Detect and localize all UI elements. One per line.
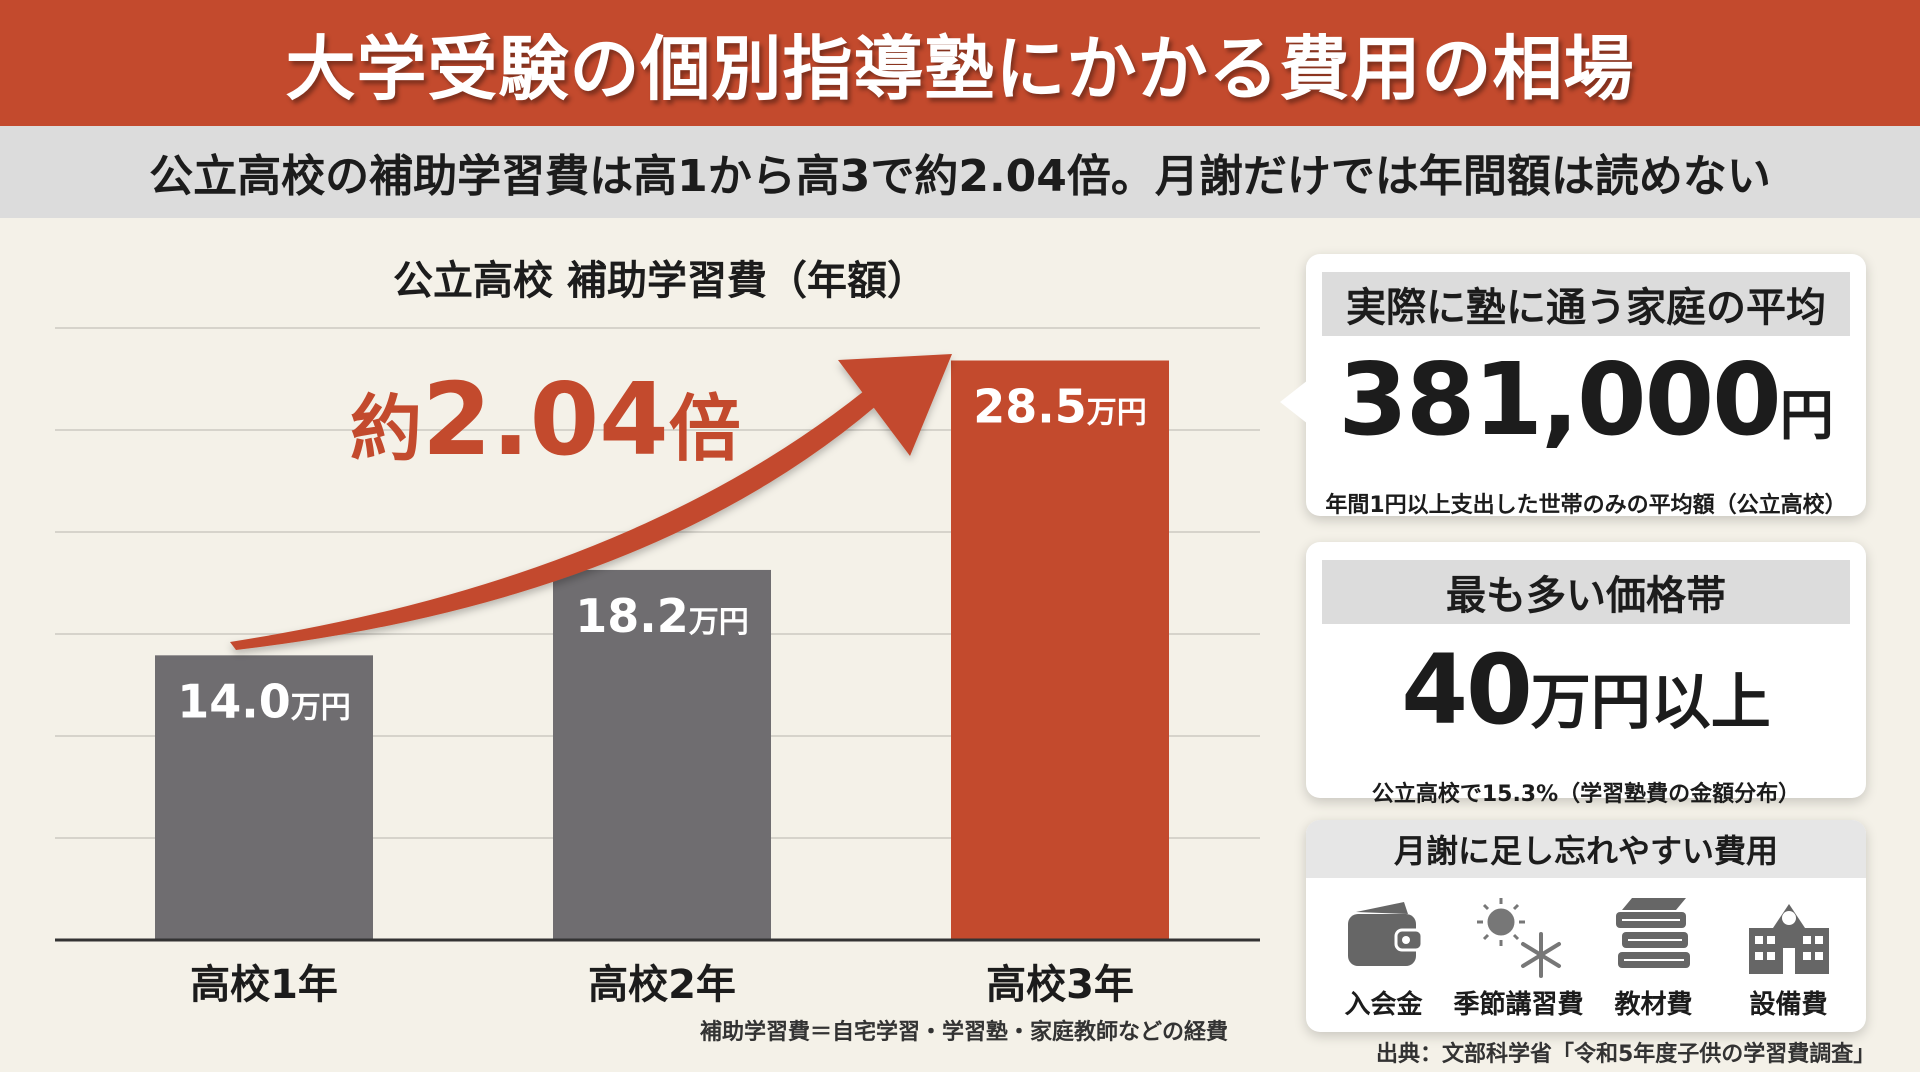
growth-arrow-head	[838, 354, 952, 456]
card-pointer	[1280, 380, 1308, 424]
growth-arrow	[230, 354, 952, 650]
average-value: 381,000円	[1306, 348, 1866, 481]
x-tick-label: 高校2年	[588, 962, 736, 1008]
extra-cost-item: 教材費	[1589, 892, 1719, 1021]
bar-3	[951, 360, 1169, 940]
title-bar: 大学受験の個別指導塾にかかる費用の相場	[0, 0, 1920, 126]
extra-costs-icons: 入会金 季節講習費	[1306, 878, 1866, 1021]
extra-cost-label: 入会金	[1344, 990, 1423, 1020]
bar-value-label: 18.2万円	[575, 589, 749, 643]
extra-cost-label: 季節講習費	[1453, 990, 1584, 1020]
extra-costs-card: 月謝に足し忘れやすい費用 入会金	[1306, 820, 1866, 1032]
average-value-number: 381,000	[1338, 341, 1781, 458]
extra-cost-item: 入会金	[1319, 892, 1449, 1021]
extra-cost-label: 設備費	[1749, 990, 1828, 1020]
bar-value-number: 18.2	[575, 589, 689, 643]
sun-snowflake-icon	[1476, 898, 1561, 978]
x-tick-labels: 高校1年 高校2年 高校3年	[190, 962, 1134, 1008]
price-band-card: 最も多い価格帯 40万円以上 公立高校で15.3%（学習塾費の金額分布）	[1306, 542, 1866, 807]
bar-value-unit: 万円	[689, 605, 749, 640]
growth-annotation-number: 2.04	[422, 361, 669, 478]
subtitle-bar: 公立高校の補助学習費は高1から高3で約2.04倍。月謝だけでは年間額は読めない	[0, 126, 1920, 218]
books-icon	[1615, 898, 1690, 968]
price-band-note: 公立高校で15.3%（学習塾費の金額分布）	[1371, 782, 1801, 807]
bar-2	[553, 569, 771, 940]
average-note: 年間1円以上支出した世帯のみの平均額（公立高校）	[1325, 493, 1847, 518]
school-building-icon	[1748, 904, 1829, 974]
bar-value-label: 28.5万円	[973, 380, 1147, 434]
average-card-header: 実際に塾に通う家庭の平均	[1322, 272, 1850, 336]
growth-annotation: 約2.04倍	[350, 361, 741, 478]
bar-1	[155, 655, 373, 940]
chart-title: 公立高校 補助学習費（年額）	[393, 258, 927, 304]
extra-cost-item: 季節講習費	[1454, 892, 1584, 1021]
bar-value-unit: 万円	[1087, 396, 1147, 431]
x-tick-label: 高校1年	[190, 962, 338, 1008]
extra-cost-item: 設備費	[1724, 892, 1854, 1021]
price-band-value-number: 40	[1401, 634, 1533, 746]
page-subtitle: 公立高校の補助学習費は高1から高3で約2.04倍。月謝だけでは年間額は読めない	[149, 151, 1771, 202]
average-value-unit: 円	[1779, 384, 1834, 447]
growth-annotation-suffix: 倍	[669, 387, 741, 471]
bar-value-number: 14.0	[177, 674, 291, 728]
chart-footnote: 補助学習費＝自宅学習・学習塾・家庭教師などの経費	[700, 1020, 1229, 1045]
page-title: 大学受験の個別指導塾にかかる費用の相場	[285, 27, 1635, 110]
bar-value-unit: 万円	[291, 690, 351, 725]
price-band-value: 40万円以上	[1306, 638, 1866, 770]
bar-value-label: 14.0万円	[177, 674, 351, 728]
price-band-value-unit: 万円以上	[1530, 668, 1771, 738]
growth-annotation-prefix: 約	[350, 387, 422, 471]
extra-cost-label: 教材費	[1614, 990, 1693, 1020]
price-band-card-header: 最も多い価格帯	[1322, 560, 1850, 624]
source-citation: 出典：文部科学省「令和5年度子供の学習費調査」	[1376, 1042, 1876, 1067]
extra-costs-header: 月謝に足し忘れやすい費用	[1306, 820, 1866, 878]
x-tick-label: 高校3年	[986, 962, 1134, 1008]
bar-value-number: 28.5	[973, 380, 1087, 434]
wallet-icon	[1347, 902, 1423, 966]
average-card: 実際に塾に通う家庭の平均 381,000円 年間1円以上支出した世帯のみの平均額…	[1280, 254, 1866, 518]
